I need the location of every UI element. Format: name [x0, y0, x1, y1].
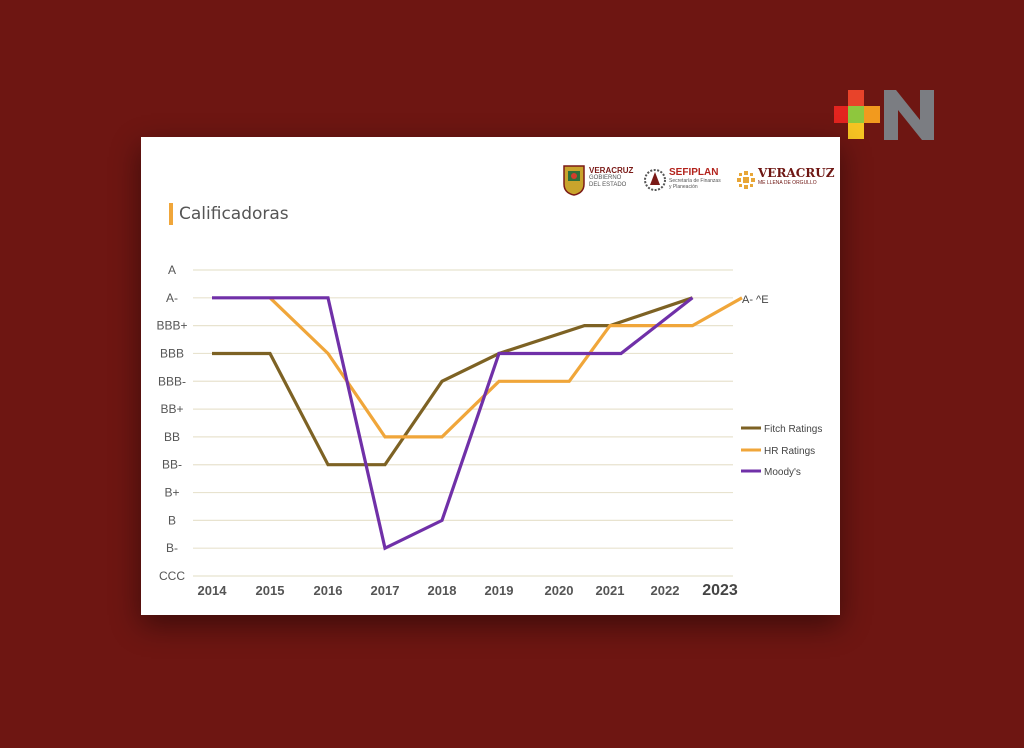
series-line-hr-ratings [268, 296, 743, 439]
y-tick-label: A [168, 263, 176, 277]
logo-veracruz-orgullo: VERACRUZ ME LLENA DE ORGULLO [736, 165, 835, 195]
x-tick-label: 2023 [702, 582, 738, 599]
x-axis-labels: 2014 2015 2016 2017 2018 2019 2020 2021 2022 2023 [198, 582, 738, 599]
x-tick-label: 2015 [256, 583, 285, 598]
veracruz-shield-icon [563, 165, 585, 196]
logo-cross-bottom [848, 123, 864, 139]
y-tick-label: B- [166, 541, 178, 555]
logo-n-letter [884, 90, 934, 140]
y-tick-label: BBB [160, 346, 184, 360]
sefiplan-sub1: Secretaría de Finanzas [669, 178, 721, 184]
logo-cross-top [848, 90, 864, 106]
veracruz-gov-line2: GOBIERNO [589, 175, 622, 181]
y-tick-label: B [168, 513, 176, 527]
title-accent-bar [169, 203, 173, 225]
y-tick-label: BB [164, 430, 180, 444]
logo-cross-left [834, 106, 848, 123]
legend-label: Fitch Ratings [764, 424, 822, 435]
sun-flower-icon [737, 171, 755, 189]
x-tick-label: 2014 [198, 583, 228, 598]
x-tick-label: 2020 [545, 583, 574, 598]
legend-label: HR Ratings [764, 446, 815, 457]
x-tick-label: 2019 [485, 583, 514, 598]
x-tick-label: 2016 [314, 583, 343, 598]
x-tick-label: 2018 [428, 583, 457, 598]
chart-legend: Fitch Ratings HR Ratings Moody's [741, 424, 822, 478]
logo-cross-right [864, 106, 880, 123]
veracruz-brand-title: VERACRUZ [758, 166, 835, 180]
x-tick-label: 2017 [371, 583, 400, 598]
sefiplan-emblem-icon [644, 169, 666, 191]
logo-cross-center [848, 106, 864, 123]
legend-label: Moody's [764, 467, 801, 478]
chart-grid [193, 269, 733, 577]
logo-sefiplan: SEFIPLAN Secretaría de Finanzas y Planea… [644, 163, 734, 197]
annotation-label: A- ^E [742, 294, 769, 306]
y-tick-label: BBB+ [156, 319, 187, 333]
series-line-fitch-ratings [212, 296, 694, 467]
veracruz-gov-line3: DEL ESTADO [589, 182, 627, 188]
series-line-moody-s [212, 296, 694, 551]
y-tick-label: A- [166, 291, 178, 305]
card-title: Calificadoras [179, 204, 289, 224]
x-tick-label: 2021 [596, 583, 625, 598]
sefiplan-title: SEFIPLAN [669, 167, 719, 178]
y-tick-label: BB+ [160, 402, 183, 416]
y-tick-label: B+ [164, 486, 179, 500]
chart-series [212, 296, 743, 551]
sefiplan-sub2: y Planeación [669, 184, 698, 190]
y-tick-label: CCC [159, 569, 185, 583]
veracruz-brand-tagline: ME LLENA DE ORGULLO [758, 180, 817, 186]
logo-veracruz-gobierno: VERACRUZ GOBIERNO DEL ESTADO [562, 163, 633, 197]
y-tick-label: BBB- [158, 374, 186, 388]
chart-card: Calificadoras VERACRUZ GOBIERNO DEL ESTA… [141, 137, 840, 615]
veracruz-gov-line1: VERACRUZ [589, 166, 634, 175]
plus-n-logo [834, 90, 934, 140]
x-tick-label: 2022 [651, 583, 680, 598]
y-tick-label: BB- [162, 458, 182, 472]
